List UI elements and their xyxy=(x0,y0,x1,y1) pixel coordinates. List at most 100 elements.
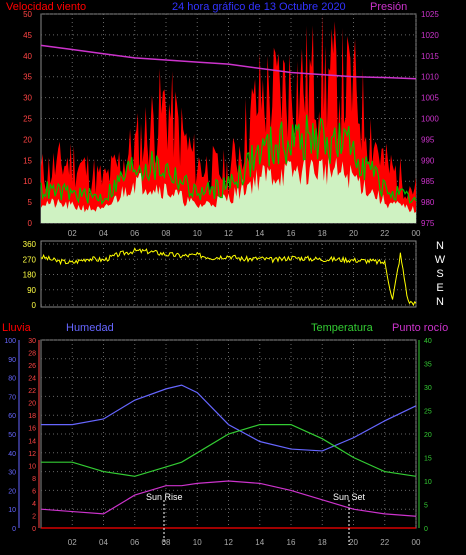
pressure-line xyxy=(40,44,417,80)
rain-tick-label: 14 xyxy=(28,438,36,445)
y-right-tick-label: 975 xyxy=(421,219,435,228)
rain-tick-label: 4 xyxy=(32,501,36,508)
wind-avg-line xyxy=(40,114,417,205)
rain-tick-label: 24 xyxy=(28,376,36,383)
rain-tick-label: 6 xyxy=(32,488,36,495)
rain-tick-label: 18 xyxy=(28,413,36,420)
y-left-tick-label: 5 xyxy=(28,198,33,207)
x-tick-label: 22 xyxy=(380,229,389,238)
compass-letter: N xyxy=(436,296,444,308)
x-tick-label: 16 xyxy=(287,229,296,238)
wind-pressure-series xyxy=(40,14,417,223)
wind-direction-line xyxy=(40,247,417,307)
temperature-line xyxy=(41,424,417,477)
x-tick-label: 08 xyxy=(162,229,171,238)
rain-tick-label: 30 xyxy=(28,338,36,345)
wind-direction-axes: 0 90 180 270 360 xyxy=(23,240,37,310)
x-tick-label: 04 xyxy=(99,538,108,547)
y-right-tick-label: 1015 xyxy=(421,52,439,61)
wind-speed-label: Velocidad viento xyxy=(6,1,86,13)
humidity-tick-label: 60 xyxy=(8,413,16,420)
rain-tick-label: 2 xyxy=(32,513,36,520)
x-tick-label: 02 xyxy=(68,229,77,238)
x-tick-label: 14 xyxy=(255,229,264,238)
rain-tick-label: 16 xyxy=(28,426,36,433)
temp-tick-label: 0 xyxy=(424,526,428,533)
x-tick-label: 04 xyxy=(99,229,108,238)
wind-low-area xyxy=(41,156,416,223)
y-left-tick-label: 0 xyxy=(28,219,33,228)
y-right-tick-label: 1005 xyxy=(421,94,439,103)
wind-direction-series xyxy=(40,247,417,307)
humidity-tick-label: 10 xyxy=(8,507,16,514)
temp-humidity-series xyxy=(40,384,417,529)
x-tick-label: 16 xyxy=(287,538,296,547)
dewpoint-label: Punto rocío xyxy=(392,322,448,334)
compass-letter: E xyxy=(436,282,443,294)
compass-letter: W xyxy=(435,254,446,266)
rain-tick-label: 26 xyxy=(28,363,36,370)
wind-direction-grid xyxy=(41,243,417,306)
y-right-tick-label: 980 xyxy=(421,198,435,207)
x-tick-label: 14 xyxy=(255,538,264,547)
x-tick-label: 06 xyxy=(130,538,139,547)
humidity-line xyxy=(41,384,417,452)
humidity-tick-label: 70 xyxy=(8,394,16,401)
x-tick-label: 10 xyxy=(193,538,202,547)
x-tick-label: 20 xyxy=(349,538,358,547)
humidity-label: Humedad xyxy=(66,322,114,334)
temp-tick-label: 10 xyxy=(424,479,432,486)
y-right-tick-label: 1025 xyxy=(421,10,439,19)
x-tick-label: 00 xyxy=(412,229,421,238)
humidity-tick-label: 40 xyxy=(8,451,16,458)
dewpoint-line xyxy=(40,480,417,517)
humidity-tick-label: 20 xyxy=(8,488,16,495)
rain-tick-label: 12 xyxy=(28,451,36,458)
temperature-label: Temperatura xyxy=(311,322,374,334)
y-left-tick-label: 40 xyxy=(23,52,32,61)
chart-title: 24 hora gráfico de 13 Octubre 2020 xyxy=(172,1,346,13)
y-right-tick-label: 995 xyxy=(421,135,435,144)
rain-tick-label: 20 xyxy=(28,401,36,408)
humidity-tick-label: 100 xyxy=(4,338,16,345)
wind-pressure-axes: 0510152025303540455097598098599099510001… xyxy=(23,10,439,238)
temp-tick-label: 40 xyxy=(424,338,432,345)
temp-tick-label: 5 xyxy=(424,503,428,510)
rain-tick-label: 10 xyxy=(28,463,36,470)
y-tick-label: 0 xyxy=(32,301,37,310)
temp-tick-label: 20 xyxy=(424,432,432,439)
temp-tick-label: 25 xyxy=(424,409,432,416)
temp-tick-label: 30 xyxy=(424,385,432,392)
sunset-label: Sun Set xyxy=(333,492,366,502)
y-tick-label: 360 xyxy=(23,240,37,249)
y-left-tick-label: 20 xyxy=(23,135,32,144)
y-left-tick-label: 45 xyxy=(23,31,32,40)
x-tick-label: 12 xyxy=(224,229,233,238)
humidity-tick-label: 0 xyxy=(12,526,16,533)
x-tick-label: 12 xyxy=(224,538,233,547)
humidity-tick-label: 30 xyxy=(8,470,16,477)
x-tick-label: 18 xyxy=(318,229,327,238)
y-left-tick-label: 50 xyxy=(23,10,32,19)
rain-label: Lluvia xyxy=(2,322,32,334)
y-left-tick-label: 10 xyxy=(23,177,32,186)
x-tick-label: 22 xyxy=(380,538,389,547)
y-left-tick-label: 25 xyxy=(23,115,32,124)
x-tick-label: 00 xyxy=(412,538,421,547)
y-tick-label: 270 xyxy=(23,255,37,264)
y-right-tick-label: 985 xyxy=(421,177,435,186)
humidity-tick-label: 90 xyxy=(8,357,16,364)
y-left-tick-label: 35 xyxy=(23,73,32,82)
y-left-tick-label: 30 xyxy=(23,94,32,103)
x-tick-label: 06 xyxy=(130,229,139,238)
y-right-tick-label: 1010 xyxy=(421,73,439,82)
x-tick-label: 02 xyxy=(68,538,77,547)
x-tick-label: 18 xyxy=(318,538,327,547)
rain-tick-label: 8 xyxy=(32,476,36,483)
temp-tick-label: 35 xyxy=(424,362,432,369)
x-tick-label: 10 xyxy=(193,229,202,238)
y-left-tick-label: 15 xyxy=(23,156,32,165)
pressure-label: Presión xyxy=(370,1,407,13)
